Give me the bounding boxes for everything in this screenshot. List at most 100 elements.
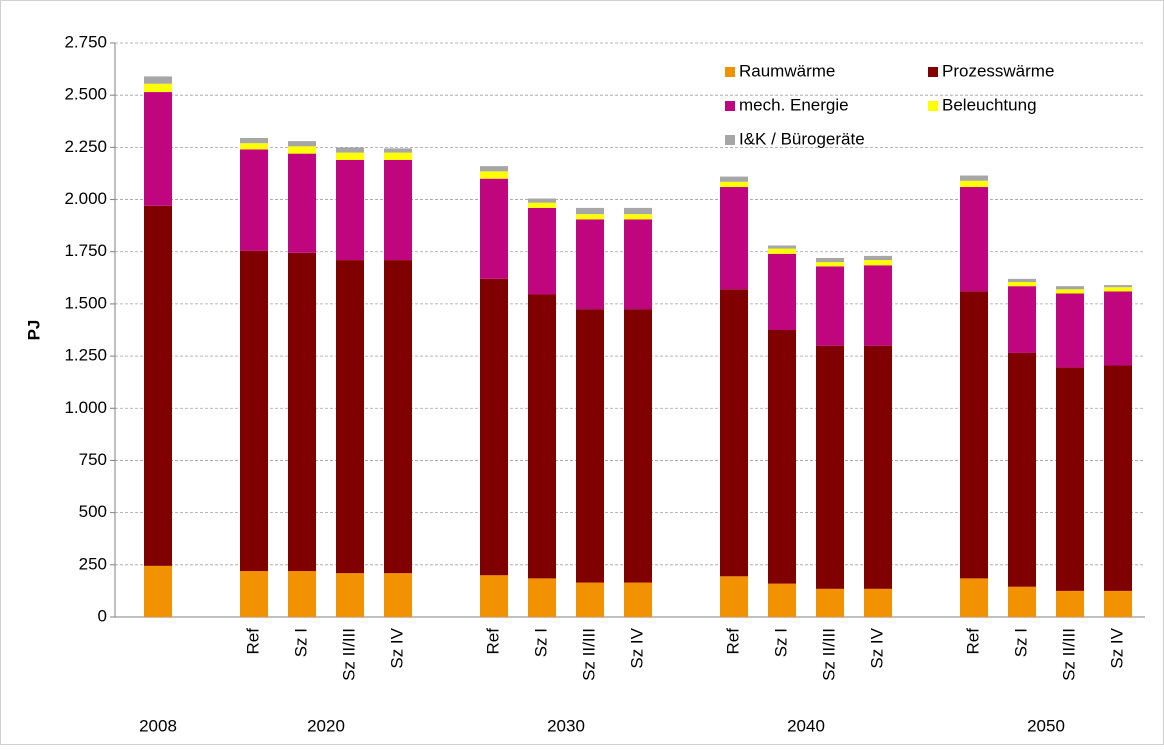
bar-segment <box>384 573 412 617</box>
bar-segment <box>768 253 796 330</box>
x-tick-label: Ref <box>723 628 742 655</box>
x-tick-label: Sz I <box>531 628 550 657</box>
bar-segment <box>960 187 988 292</box>
legend-label: Beleuchtung <box>942 95 1037 114</box>
bar-segment <box>1104 285 1132 288</box>
bar-segment <box>384 260 412 574</box>
y-tick-label: 2.750 <box>64 32 107 51</box>
x-tick-label: Sz II/III <box>579 628 598 681</box>
bar-segment <box>576 214 604 220</box>
legend-swatch <box>725 67 735 77</box>
bar-segment <box>624 219 652 310</box>
bar-segment <box>144 565 172 617</box>
group-label: 2020 <box>307 716 345 735</box>
bar-segment <box>384 159 412 261</box>
x-tick-label: Sz IV <box>867 627 886 668</box>
bar-segment <box>816 588 844 617</box>
bar-segment <box>816 257 844 263</box>
bar-segment <box>1056 367 1084 591</box>
bar-segment <box>384 152 412 160</box>
bar-segment <box>240 137 268 144</box>
bar-segment <box>528 294 556 579</box>
bar-segment <box>1008 586 1036 617</box>
bar-segment <box>480 178 508 279</box>
x-tick-label: Sz IV <box>1107 627 1126 668</box>
bar-segment <box>768 245 796 249</box>
bar-segment <box>768 248 796 254</box>
bar-segment <box>624 207 652 215</box>
y-tick-label: 2.250 <box>64 137 107 156</box>
y-tick-label: 2.500 <box>64 85 107 104</box>
bar-segment <box>960 291 988 579</box>
bar-segment <box>288 146 316 154</box>
x-tick-label: Sz I <box>291 628 310 657</box>
bar-segment <box>864 255 892 261</box>
group-label: 2050 <box>1027 716 1065 735</box>
bar-segment <box>1008 278 1036 282</box>
bar-segment <box>720 289 748 577</box>
bar-segment <box>624 214 652 220</box>
bar-segment <box>480 278 508 576</box>
bar-segment <box>864 588 892 617</box>
bar-segment <box>720 576 748 617</box>
bar-segment <box>1008 286 1036 353</box>
bar-segment <box>1056 286 1084 290</box>
bar-segment <box>288 153 316 253</box>
bar-segment <box>288 141 316 147</box>
bar-segment <box>1008 352 1036 587</box>
bar-segment <box>768 583 796 617</box>
bar-segment <box>144 92 172 206</box>
bar-segment <box>336 573 364 617</box>
bar-segment <box>144 83 172 93</box>
y-tick-label: 0 <box>98 606 107 625</box>
y-tick-label: 2.000 <box>64 189 107 208</box>
bar-segment <box>480 171 508 179</box>
bar-segment <box>1104 365 1132 591</box>
bar-segment <box>576 207 604 215</box>
bar-segment <box>480 575 508 617</box>
bar-segment <box>240 571 268 617</box>
bar-segment <box>1056 293 1084 368</box>
bar-segment <box>288 571 316 617</box>
bar-segment <box>768 330 796 584</box>
bar-segment <box>144 205 172 566</box>
legend-label: mech. Energie <box>739 95 849 114</box>
bar-segment <box>528 198 556 203</box>
bar-segment <box>144 76 172 84</box>
bar-segment <box>960 180 988 188</box>
bar-segment <box>576 219 604 310</box>
bar-segment <box>720 181 748 188</box>
bar-segment <box>720 176 748 182</box>
bar-segment <box>240 250 268 572</box>
legend-label: I&K / Bürogeräte <box>739 129 865 148</box>
x-tick-label: Sz II/III <box>1059 628 1078 681</box>
y-tick-label: 1.000 <box>64 398 107 417</box>
legend-label: Raumwärme <box>739 61 835 80</box>
y-tick-label: 1.500 <box>64 293 107 312</box>
bar-segment <box>864 345 892 589</box>
x-tick-label: Sz I <box>771 628 790 657</box>
bar-segment <box>336 152 364 160</box>
group-label: 2030 <box>547 716 585 735</box>
x-tick-label: Sz II/III <box>819 628 838 681</box>
bar-segment <box>1104 287 1132 292</box>
bar-segment <box>1056 590 1084 617</box>
bar-segment <box>624 309 652 583</box>
bar-segment <box>240 149 268 251</box>
bar-segment <box>960 578 988 617</box>
legend-swatch <box>928 101 938 111</box>
bar-segment <box>720 187 748 290</box>
bar-segment <box>624 582 652 617</box>
bar-segment <box>528 202 556 208</box>
y-tick-label: 250 <box>79 554 107 573</box>
bar-segment <box>1008 281 1036 287</box>
bar-segment <box>1056 289 1084 294</box>
bar-segment <box>864 260 892 266</box>
bar-segment <box>576 582 604 617</box>
bar-segment <box>576 309 604 583</box>
y-tick-label: 500 <box>79 502 107 521</box>
bar-segment <box>288 252 316 572</box>
x-tick-label: Ref <box>243 628 262 655</box>
y-tick-label: 1.250 <box>64 346 107 365</box>
